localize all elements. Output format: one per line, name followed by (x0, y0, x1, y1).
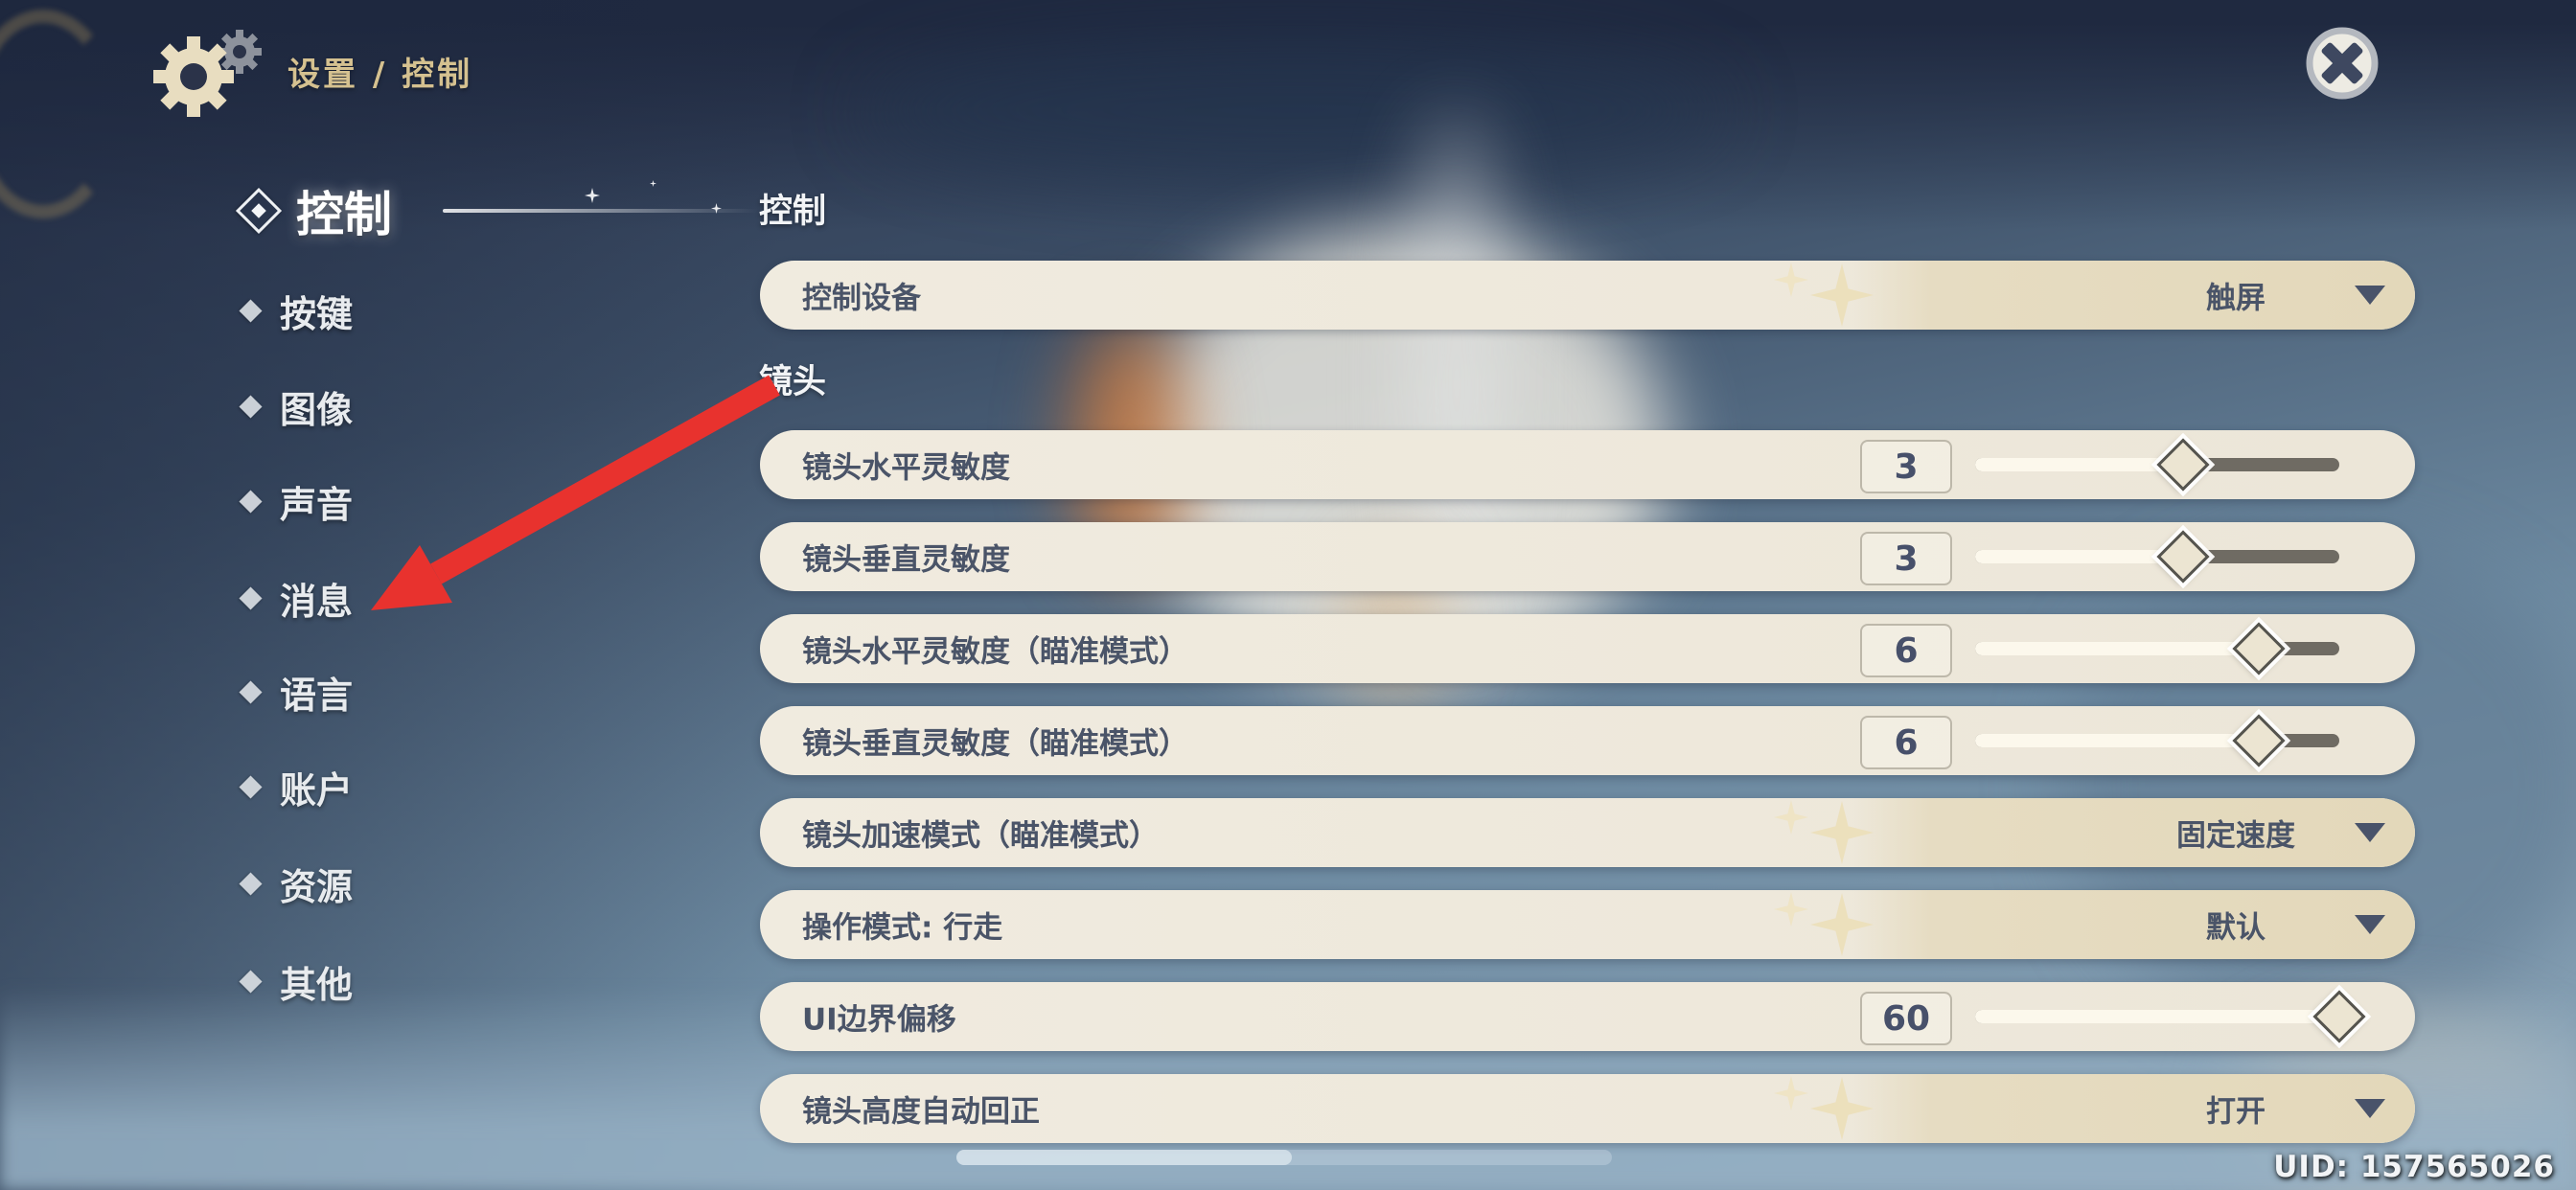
dropdown-arrow-icon[interactable] (2355, 1099, 2385, 1118)
slider-handle[interactable] (2156, 530, 2210, 584)
slider-value-box: 3 (1860, 532, 1952, 585)
dropdown-right-panel (1852, 798, 2415, 867)
slider-fill (1975, 1010, 2339, 1023)
row-control-device[interactable]: 控制设备 触屏 (760, 261, 2415, 330)
section-title-control: 控制 (759, 193, 827, 231)
background-blob (2060, 537, 2576, 1035)
slider-value-box: 3 (1860, 440, 1952, 493)
dropdown-value: 触屏 (2206, 281, 2266, 316)
sidebar-item-other[interactable]: 其他 (239, 952, 353, 1010)
slider-value-box: 6 (1860, 624, 1952, 677)
slider-handle[interactable] (2312, 990, 2366, 1043)
row-camera-accel-mode-aim[interactable]: 镜头加速模式（瞄准模式） 固定速度 (760, 798, 2415, 867)
slider-value-box: 60 (1860, 992, 1952, 1045)
sparkle-icon (1774, 800, 1808, 835)
sidebar-item-control[interactable]: 控制 (235, 182, 392, 242)
settings-gear-icon (144, 21, 288, 135)
slider-fill (1975, 734, 2260, 747)
dropdown-value: 固定速度 (2176, 818, 2295, 854)
sidebar-item-label: 控制 (296, 187, 392, 242)
row-label: 镜头水平灵敏度（瞄准模式） (802, 634, 1188, 670)
row-camera-h-sensitivity-aim: 镜头水平灵敏度（瞄准模式） 6 (760, 614, 2415, 683)
row-ui-border-offset: UI边界偏移 60 (760, 982, 2415, 1051)
diamond-bullet-icon (239, 774, 263, 799)
sidebar-item-graphics[interactable]: 图像 (239, 378, 353, 435)
row-label: 镜头垂直灵敏度（瞄准模式） (802, 726, 1188, 762)
slider-fill (1975, 458, 2183, 471)
annotation-arrow-icon (371, 375, 780, 610)
diamond-bullet-icon (239, 585, 263, 610)
dropdown-right-panel (1852, 1074, 2415, 1143)
breadcrumb: 设置 / 控制 (288, 56, 473, 94)
sidebar-item-audio[interactable]: 声音 (239, 472, 353, 530)
sparkle-icon (711, 203, 722, 214)
sparkle-icon (1774, 1076, 1808, 1110)
selection-glow-streak (443, 209, 759, 213)
row-camera-v-sensitivity-aim: 镜头垂直灵敏度（瞄准模式） 6 (760, 706, 2415, 775)
slider-handle[interactable] (2156, 438, 2210, 492)
sparkle-icon (1774, 892, 1808, 927)
close-button[interactable] (2304, 25, 2380, 102)
diamond-bullet-icon (239, 489, 263, 514)
slider-track[interactable] (1975, 990, 2366, 1043)
slider-fill (1975, 642, 2260, 655)
slider-track[interactable] (1975, 438, 2339, 492)
row-label: 控制设备 (802, 281, 921, 316)
slider-track[interactable] (1975, 622, 2339, 675)
row-camera-v-sensitivity: 镜头垂直灵敏度 3 (760, 522, 2415, 591)
dropdown-value: 打开 (2206, 1094, 2266, 1130)
horizontal-scrollbar-track (956, 1150, 1612, 1165)
dropdown-right-panel (1852, 261, 2415, 330)
slider-handle[interactable] (2232, 622, 2286, 675)
dropdown-arrow-icon[interactable] (2355, 823, 2385, 842)
sidebar-item-language[interactable]: 语言 (239, 663, 353, 721)
horizontal-scrollbar-thumb[interactable] (956, 1150, 1292, 1165)
sidebar-item-keys[interactable]: 按键 (239, 282, 353, 339)
slider-value-box: 6 (1860, 716, 1952, 769)
diamond-bullet-icon (239, 969, 263, 994)
slider-fill (1975, 550, 2183, 563)
row-label: 镜头加速模式（瞄准模式） (802, 818, 1159, 854)
sparkle-icon (1774, 263, 1808, 297)
slider-track[interactable] (1975, 530, 2339, 584)
dropdown-arrow-icon[interactable] (2355, 915, 2385, 934)
sidebar-item-account[interactable]: 账户 (239, 758, 353, 815)
row-operation-mode-walk[interactable]: 操作模式: 行走 默认 (760, 890, 2415, 959)
background-blob (862, 38, 1725, 182)
row-label: 镜头垂直灵敏度 (802, 542, 1010, 578)
sparkle-icon (650, 180, 656, 187)
diamond-bullet-icon (239, 679, 263, 704)
row-label: 操作模式: 行走 (802, 910, 1003, 946)
row-label: 镜头高度自动回正 (802, 1094, 1040, 1130)
row-label: 镜头水平灵敏度 (802, 450, 1010, 486)
row-camera-height-auto-reset[interactable]: 镜头高度自动回正 打开 (760, 1074, 2415, 1143)
sidebar-item-notifications[interactable]: 消息 (239, 569, 353, 627)
slider-track[interactable] (1975, 714, 2339, 767)
dropdown-right-panel (1852, 890, 2415, 959)
diamond-bullet-icon (239, 871, 263, 896)
dropdown-value: 默认 (2206, 910, 2266, 946)
uid-label: UID: 157565026 (2273, 1150, 2555, 1184)
diamond-bullet-icon (239, 298, 263, 323)
selected-diamond-icon (235, 187, 283, 235)
sidebar-item-resources[interactable]: 资源 (239, 855, 353, 912)
row-label: UI边界偏移 (802, 1002, 956, 1038)
row-camera-h-sensitivity: 镜头水平灵敏度 3 (760, 430, 2415, 499)
slider-handle[interactable] (2232, 714, 2286, 767)
diamond-bullet-icon (239, 394, 263, 419)
dropdown-arrow-icon[interactable] (2355, 286, 2385, 305)
